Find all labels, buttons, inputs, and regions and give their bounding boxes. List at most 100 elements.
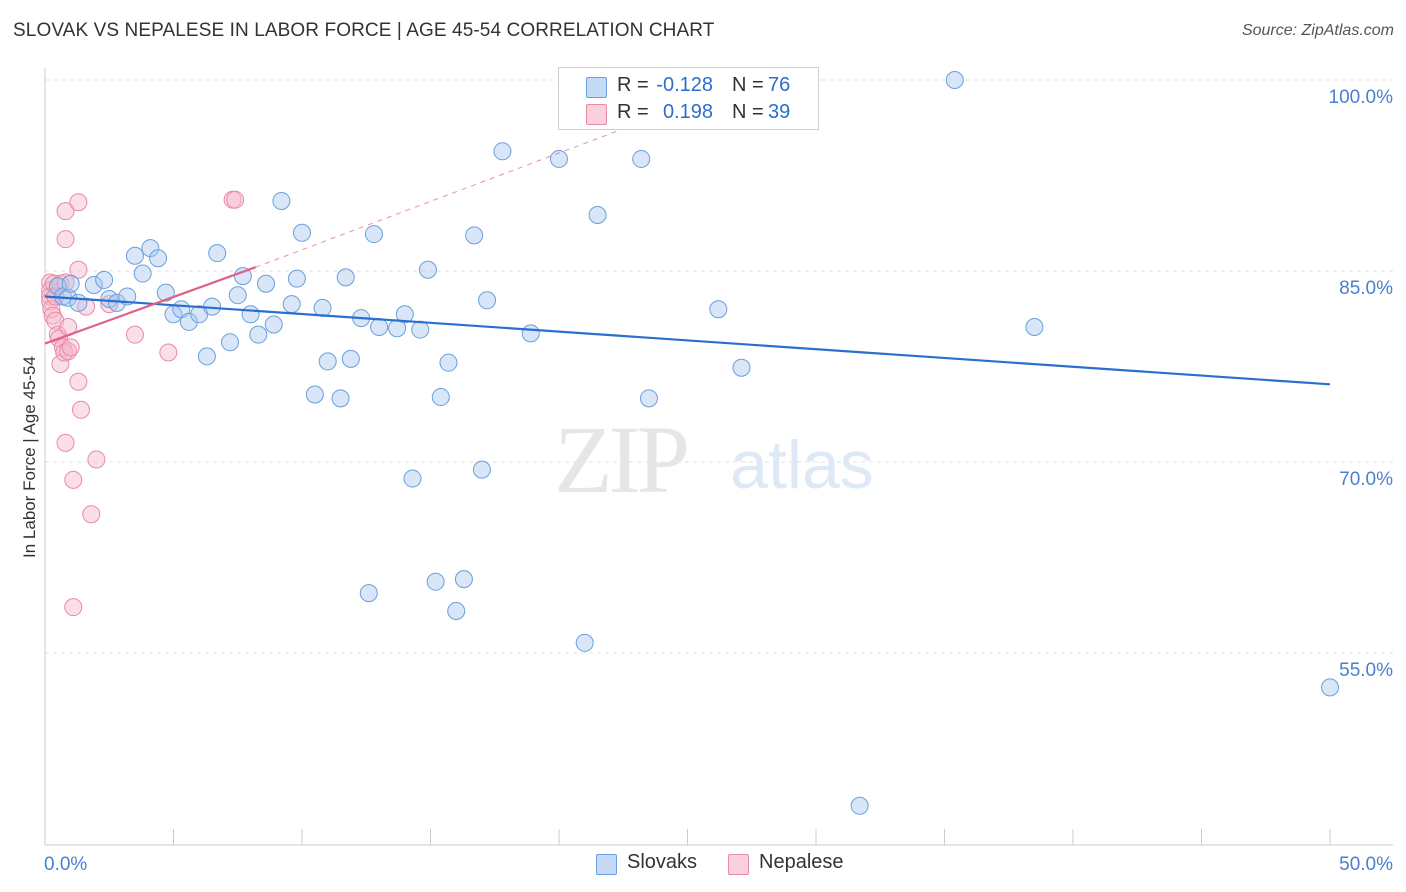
legend-swatch-slovaks — [586, 77, 607, 98]
legend-r-label: R = — [617, 101, 649, 123]
slovak-point — [249, 325, 268, 344]
nepalese-point — [69, 372, 88, 391]
y-tick-label: 55.0% — [1339, 660, 1393, 681]
slovak-point — [588, 205, 607, 224]
slovak-point — [403, 469, 422, 488]
y-tick-label: 100.0% — [1329, 87, 1394, 108]
slovak-point — [575, 633, 594, 652]
bottom-legend-label-nepalese: Nepalese — [759, 851, 844, 873]
slovak-point — [179, 312, 198, 331]
slovak-trendline — [44, 295, 1331, 386]
slovak-point — [454, 570, 473, 589]
trendlines — [44, 113, 1331, 386]
slovak-point — [228, 286, 247, 305]
nepalese-trendline — [44, 266, 257, 345]
slovak-point — [1321, 678, 1339, 697]
bottom-legend-label-slovaks: Slovaks — [627, 851, 698, 873]
legend-row-nepalese: R = 0.198 N = 39 — [559, 101, 818, 127]
correlation-legend: R = -0.128 N = 76 R = 0.198 N = 39 — [558, 67, 819, 130]
slovak-point — [426, 572, 445, 591]
slovak-point — [945, 71, 964, 89]
nepalese-point — [56, 433, 75, 452]
legend-swatch-nepalese — [586, 104, 607, 125]
chart-title: SLOVAK VS NEPALESE IN LABOR FORCE | AGE … — [13, 20, 715, 41]
watermark-atlas: atlas — [730, 427, 874, 503]
nepalese-point — [226, 190, 245, 209]
slovak-point — [95, 270, 114, 289]
slovak-point — [293, 223, 311, 242]
x-tick-label-max: 50.0% — [1339, 854, 1393, 875]
slovak-point — [364, 225, 383, 244]
nepalese-point — [69, 193, 88, 212]
slovak-point — [359, 584, 378, 603]
legend-n-label: N = — [732, 101, 764, 123]
axes — [44, 68, 1393, 846]
nepalese-point — [82, 505, 101, 524]
slovak-point — [632, 149, 651, 168]
slovak-point — [197, 347, 216, 366]
slovak-point — [493, 142, 512, 161]
legend-n-value: 76 — [768, 74, 791, 96]
nepalese-point — [64, 598, 83, 617]
watermark-zip: ZIP — [554, 406, 687, 513]
nepalese-point — [43, 306, 62, 325]
watermark: ZIP atlas — [554, 406, 874, 513]
slovak-point — [550, 149, 568, 168]
slovak-point — [472, 460, 491, 479]
slovak-point — [850, 796, 869, 815]
slovak-point — [418, 260, 437, 279]
bottom-legend-swatch-nepalese — [728, 854, 749, 875]
legend-r-value: -0.128 — [656, 74, 713, 96]
x-tick-label-min: 0.0% — [44, 854, 87, 875]
nepalese-point — [64, 470, 83, 489]
slovak-point — [221, 333, 240, 352]
slovak-point — [336, 268, 355, 287]
slovak-point — [732, 358, 751, 377]
slovak-point — [257, 274, 276, 293]
slovak-point — [208, 244, 227, 263]
slovak-point — [282, 295, 301, 314]
gridlines — [45, 79, 1393, 654]
legend-r-label: R = — [617, 74, 649, 96]
slovak-point — [305, 385, 324, 404]
slovak-point — [84, 276, 103, 295]
nepalese-point — [71, 400, 90, 419]
slovak-point — [465, 226, 484, 245]
slovak-point — [133, 264, 152, 283]
legend-r-value: 0.198 — [662, 101, 713, 123]
nepalese-point — [125, 325, 144, 344]
nepalese-point — [61, 338, 80, 357]
y-tick-label: 70.0% — [1339, 469, 1393, 490]
slovak-point — [241, 305, 260, 324]
nepalese-trendline-extension — [255, 113, 662, 268]
nepalese-point — [56, 230, 75, 249]
slovak-point — [370, 318, 389, 337]
slovak-point — [331, 389, 350, 408]
nepalese-point — [69, 260, 88, 279]
slovak-point — [125, 246, 144, 265]
slovak-point — [1025, 318, 1044, 337]
slovak-point — [447, 601, 466, 620]
slovak-point — [709, 300, 728, 319]
slovak-point — [313, 298, 332, 317]
slovak-point — [149, 249, 168, 268]
slovak-point — [478, 291, 497, 310]
legend-n-value: 39 — [768, 101, 791, 123]
x-tick-labels: 0.0% 50.0% — [44, 854, 1393, 875]
slovak-point — [287, 269, 306, 288]
chart-source: Source: ZipAtlas.com — [1241, 22, 1394, 39]
bottom-legend-swatch-slovaks — [596, 854, 617, 875]
slovak-point — [61, 274, 80, 293]
legend-n-label: N = — [732, 74, 764, 96]
slovak-point — [272, 191, 291, 210]
y-tick-labels: 55.0% 70.0% 85.0% 100.0% — [1329, 87, 1394, 681]
slovak-point — [141, 239, 160, 258]
slovak-point — [341, 349, 360, 368]
y-tick-label: 85.0% — [1339, 278, 1393, 299]
slovak-points — [48, 71, 1339, 815]
slovak-point — [431, 388, 450, 407]
legend-row-slovaks: R = -0.128 N = 76 — [559, 74, 818, 100]
nepalese-point — [87, 450, 106, 469]
slovak-point — [395, 305, 414, 324]
